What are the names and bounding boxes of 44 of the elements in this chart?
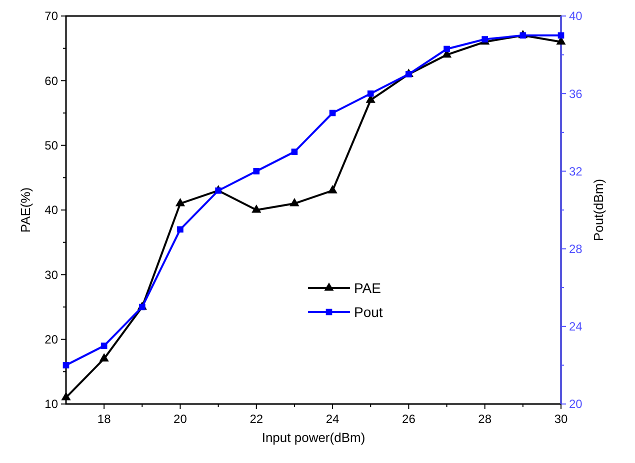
y2-axis-title: Pout(dBm) bbox=[591, 178, 606, 242]
y2-tick-label: 20 bbox=[569, 397, 583, 412]
x-axis-title: Input power(dBm) bbox=[262, 430, 366, 445]
legend-label: PAE bbox=[354, 280, 381, 296]
y2-tick-label: 24 bbox=[569, 320, 583, 334]
point bbox=[444, 46, 450, 52]
y2-tick-label: 32 bbox=[569, 164, 583, 178]
point bbox=[367, 90, 374, 97]
point bbox=[253, 168, 260, 174]
x-tick-label: 26 bbox=[402, 412, 416, 426]
y-tick-label: 30 bbox=[44, 268, 58, 282]
y-tick-label: 20 bbox=[44, 332, 58, 347]
y-tick-label: 60 bbox=[44, 74, 58, 88]
point bbox=[61, 392, 71, 400]
point bbox=[291, 148, 298, 155]
y-tick-label: 10 bbox=[44, 397, 58, 412]
y-tick-label: 70 bbox=[44, 9, 58, 24]
x-tick-label: 24 bbox=[326, 412, 340, 426]
point bbox=[175, 198, 186, 206]
point bbox=[329, 110, 336, 116]
y2-tick-label: 36 bbox=[569, 86, 583, 101]
legend-label: Pout bbox=[354, 304, 383, 320]
point bbox=[99, 353, 109, 362]
x-tick-label: 30 bbox=[554, 412, 568, 426]
x-tick-label: 20 bbox=[174, 412, 188, 426]
x-tick-label: 22 bbox=[250, 412, 264, 426]
y-tick-label: 50 bbox=[44, 138, 58, 153]
point bbox=[100, 342, 108, 349]
y-axis-title: PAE(%) bbox=[18, 187, 33, 233]
y2-tick-label: 28 bbox=[569, 242, 583, 256]
x-tick-label: 18 bbox=[97, 412, 112, 426]
y-tick-label: 40 bbox=[44, 203, 58, 218]
point bbox=[177, 226, 184, 233]
point bbox=[328, 185, 338, 194]
point bbox=[558, 32, 564, 39]
point bbox=[252, 204, 262, 213]
point bbox=[520, 32, 526, 39]
point bbox=[290, 198, 300, 206]
y2-tick-label: 40 bbox=[569, 9, 583, 24]
point bbox=[138, 304, 146, 310]
point bbox=[62, 362, 70, 368]
point bbox=[482, 36, 488, 42]
point bbox=[406, 71, 412, 78]
x-tick-label: 28 bbox=[478, 412, 492, 426]
